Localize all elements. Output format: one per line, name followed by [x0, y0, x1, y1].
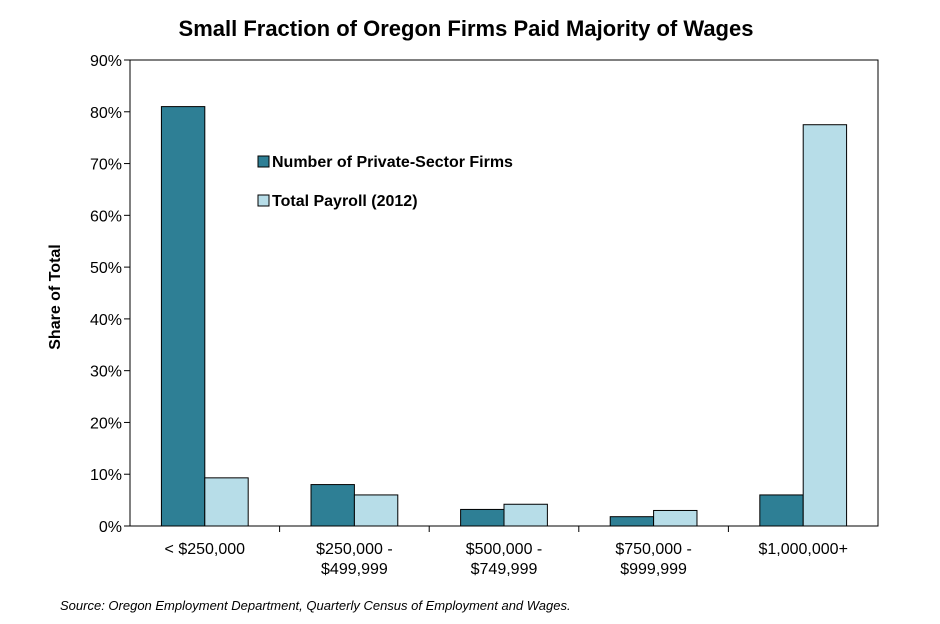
y-tick-label: 90% [90, 53, 122, 70]
legend: Number of Private-Sector Firms Total Payr… [257, 154, 513, 210]
bar [609, 516, 655, 527]
y-tick-label: 30% [90, 364, 122, 381]
x-tick-label: $1,000,000+ [758, 541, 847, 558]
y-tick-label: 50% [90, 260, 122, 277]
legend-label: Total Payroll (2012) [272, 193, 418, 210]
y-axis: 0% 10% 20% 30% 40% 50% 60% 70% 80% 90% [90, 53, 130, 536]
x-tick-label: $750,000 -$999,999 [615, 541, 692, 578]
plot-area [129, 59, 879, 527]
y-tick-label: 80% [90, 105, 122, 122]
bar [353, 494, 399, 527]
y-tick-label: 10% [90, 467, 122, 484]
legend-swatch [257, 194, 270, 207]
bar [310, 484, 355, 527]
bar [503, 503, 548, 527]
y-tick-label: 70% [90, 157, 122, 174]
y-tick-label: 0% [99, 519, 122, 536]
source-note: Source: Oregon Employment Department, Qu… [60, 598, 571, 613]
bar [759, 494, 804, 527]
bar [653, 509, 698, 527]
x-tick-label: $250,000 -$499,999 [316, 541, 393, 578]
legend-label: Number of Private-Sector Firms [272, 154, 513, 171]
x-axis: < $250,000 $250,000 -$499,999 $500,000 -$7… [165, 526, 848, 578]
y-tick-label: 60% [90, 208, 122, 225]
bar [160, 106, 206, 527]
y-tick-label: 40% [90, 312, 122, 329]
x-tick-label: < $250,000 [165, 541, 246, 558]
legend-swatch [257, 155, 270, 168]
bar [204, 477, 249, 527]
bar [802, 124, 848, 527]
x-tick-label: $500,000 -$749,999 [466, 541, 543, 578]
bar [460, 508, 505, 527]
y-axis-label: Share of Total [47, 244, 64, 350]
y-tick-label: 20% [90, 415, 122, 432]
bar-series [160, 106, 848, 527]
chart-title: Small Fraction of Oregon Firms Paid Majo… [179, 16, 754, 41]
